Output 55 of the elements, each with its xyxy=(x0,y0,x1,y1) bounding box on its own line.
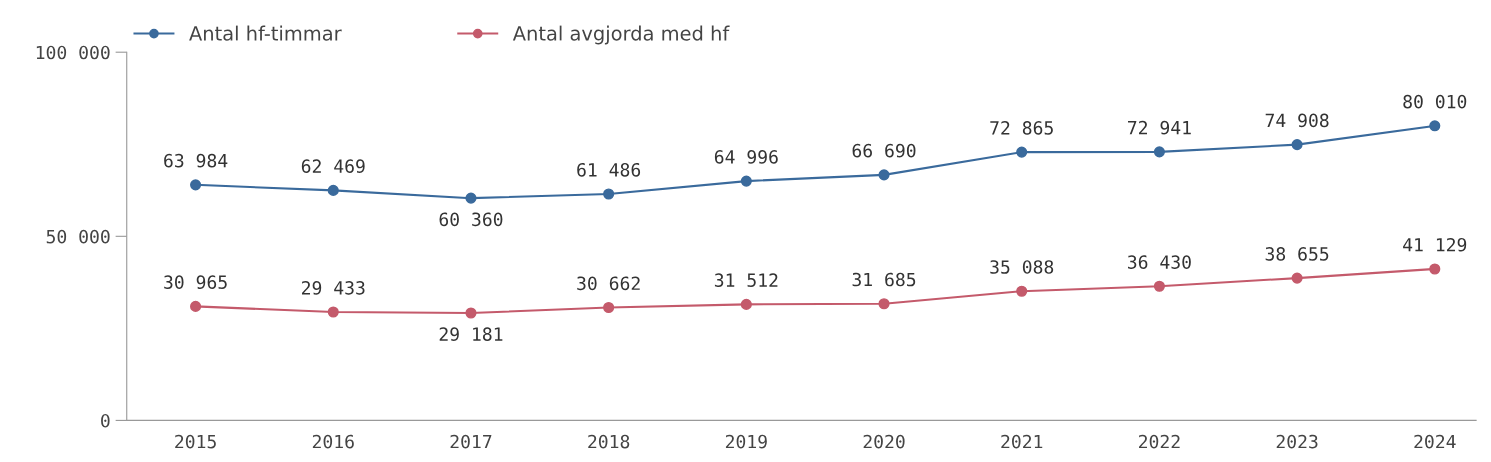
x-tick-label: 2023 xyxy=(1276,434,1318,449)
point xyxy=(1429,263,1441,275)
point xyxy=(1153,280,1165,292)
point xyxy=(878,298,890,310)
y-tick-label: 0 xyxy=(101,413,110,428)
data-label: 30 965 xyxy=(164,275,227,290)
data-label: 31 512 xyxy=(714,273,778,287)
y-tick-label: 100 000 xyxy=(36,45,110,60)
legend-label: Antal avgjorda med hf xyxy=(512,25,730,45)
point xyxy=(603,301,615,314)
data-label: 66 690 xyxy=(852,143,916,158)
point xyxy=(1016,146,1028,158)
x-tick-label: 2018 xyxy=(588,434,630,449)
data-label: 63 984 xyxy=(164,153,228,168)
x-tick-label: 2021 xyxy=(1001,434,1043,449)
data-label: 29 181 xyxy=(439,327,503,341)
point xyxy=(465,192,477,204)
data-label: 60 360 xyxy=(439,212,503,227)
x-tick-label: 2017 xyxy=(450,434,492,449)
x-tick-label: 2016 xyxy=(312,434,354,449)
data-label: 35 088 xyxy=(990,260,1054,274)
point xyxy=(327,184,339,196)
data-label: 64 996 xyxy=(714,150,778,164)
point xyxy=(740,175,752,187)
point xyxy=(1153,146,1165,158)
point xyxy=(465,307,477,319)
x-tick-label: 2019 xyxy=(725,434,767,449)
point xyxy=(1429,120,1441,132)
data-label: 30 662 xyxy=(577,276,640,291)
data-label: 61 486 xyxy=(577,162,641,177)
data-label: 38 655 xyxy=(1265,247,1329,261)
data-label: 41 129 xyxy=(1403,237,1467,252)
point xyxy=(1291,272,1303,284)
x-tick-label: 2022 xyxy=(1139,434,1180,449)
point xyxy=(603,188,615,200)
x-tick-label: 2015 xyxy=(175,434,216,449)
y-tick-label: 50 000 xyxy=(46,229,110,244)
data-label: 72 865 xyxy=(990,121,1053,135)
legend-label: Antal hf-timmar xyxy=(189,25,342,41)
point xyxy=(1291,139,1303,151)
x-tick-label: 2024 xyxy=(1414,434,1456,449)
data-label: 80 010 xyxy=(1403,94,1467,109)
data-label: 29 433 xyxy=(302,281,365,295)
point xyxy=(1016,285,1028,297)
data-label: 31 685 xyxy=(852,272,916,287)
point xyxy=(190,179,202,191)
data-label: 36 430 xyxy=(1128,255,1191,269)
data-label: 72 941 xyxy=(1128,120,1191,135)
point xyxy=(190,300,202,312)
point xyxy=(327,306,339,318)
data-label: 62 469 xyxy=(301,159,365,174)
data-label: 74 908 xyxy=(1265,113,1329,128)
point xyxy=(878,169,890,181)
x-tick-label: 2020 xyxy=(863,434,905,449)
point xyxy=(740,298,752,310)
